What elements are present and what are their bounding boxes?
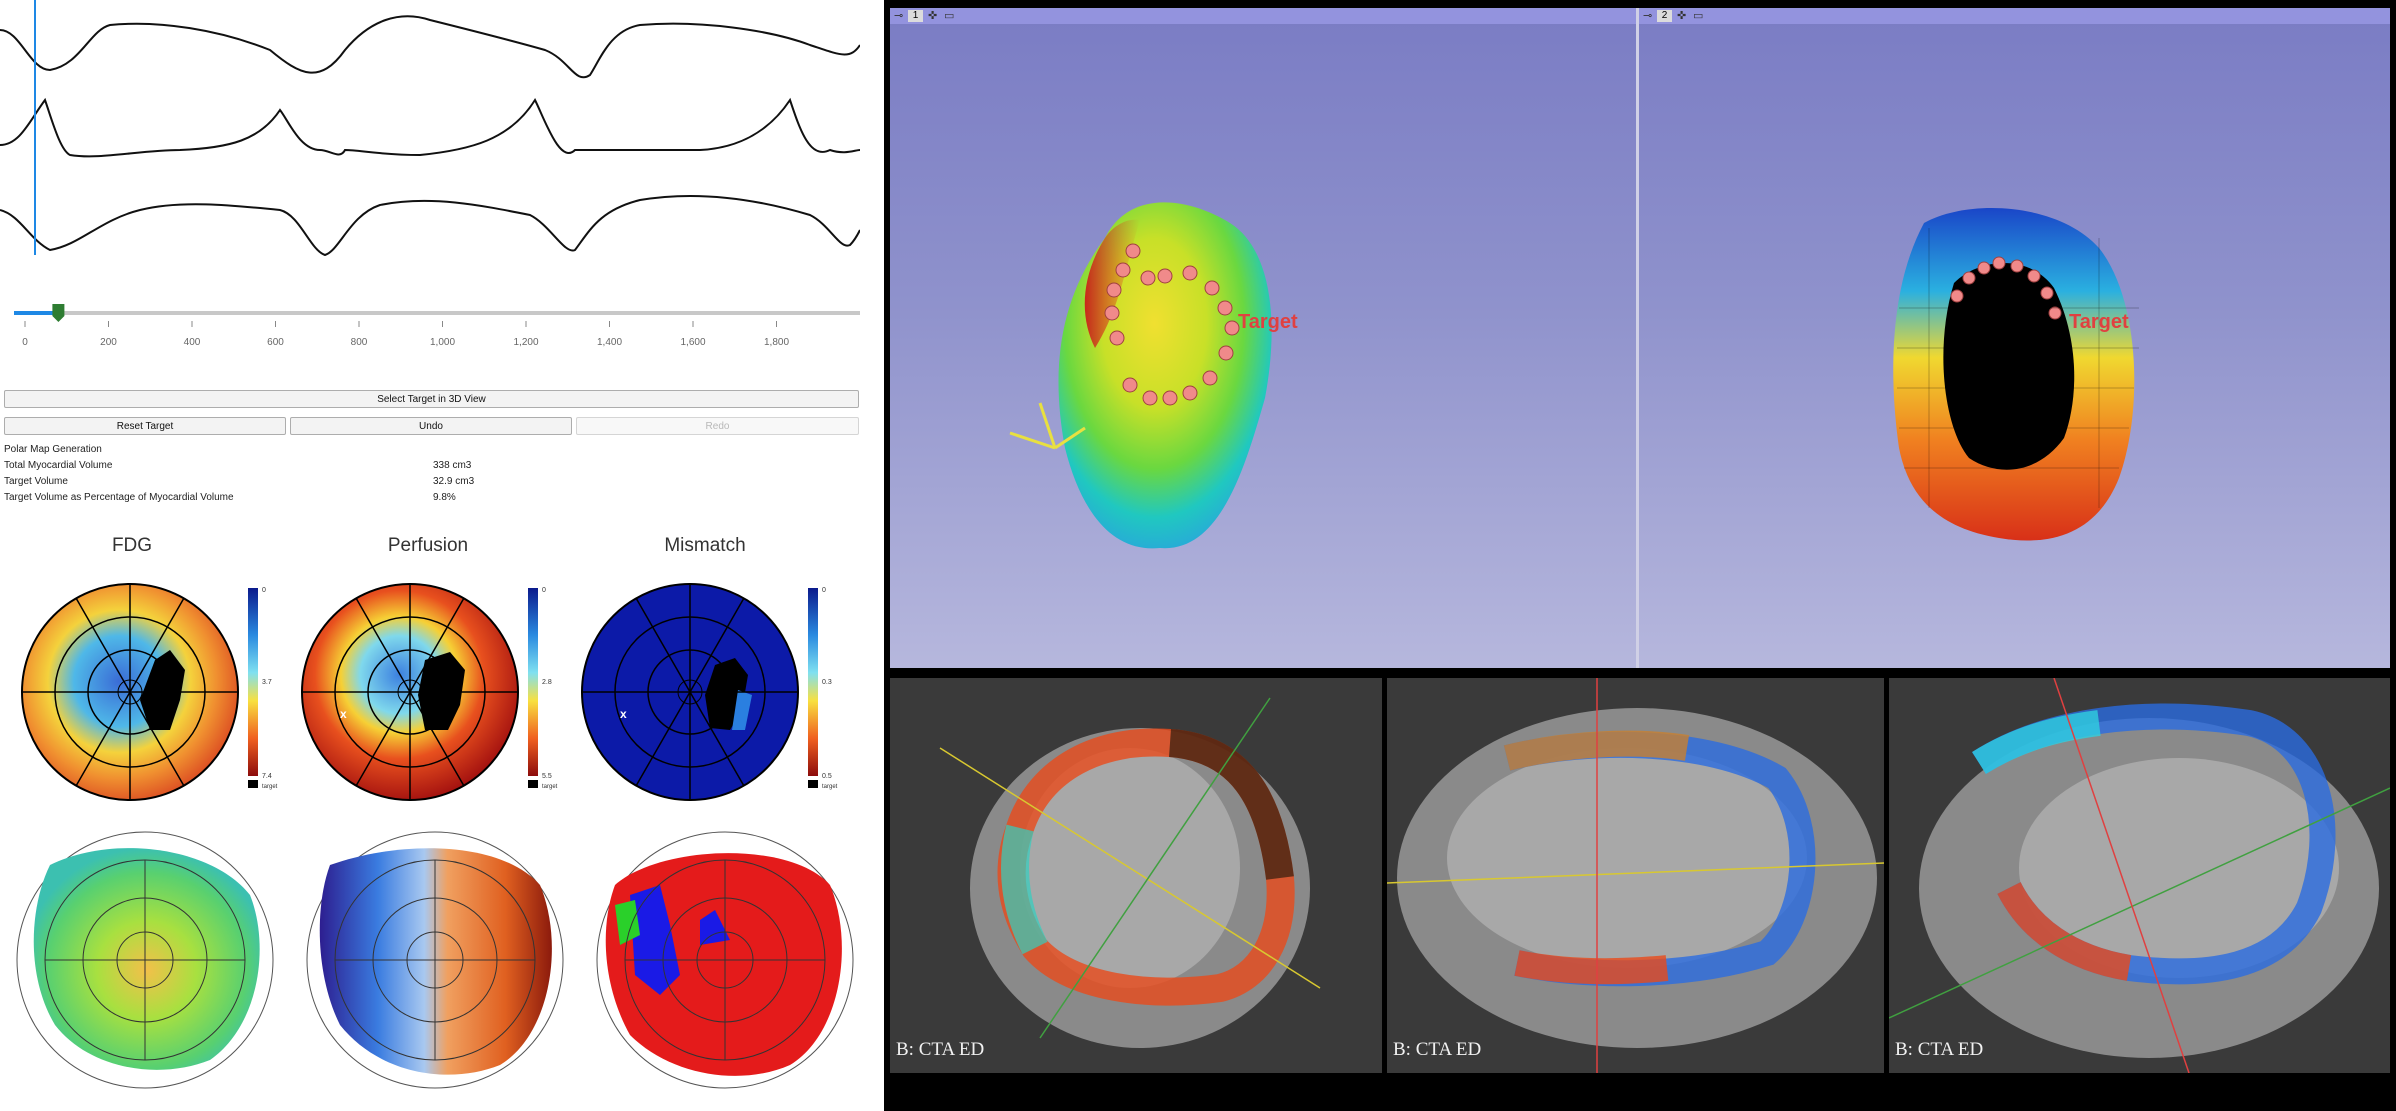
fdg-scale-max: 7.4	[262, 773, 272, 780]
mismatch-scatter-polar-map	[596, 831, 854, 1089]
ct-view-short-axis[interactable]: B: CTA ED	[890, 678, 1382, 1073]
fdg-scale-mid: 3.7	[262, 679, 272, 686]
slider-tick-label: 0	[22, 337, 28, 348]
pin-icon[interactable]: ⊸	[894, 10, 904, 22]
timeline-track[interactable]: 0 200 400 600 800 1,000 1,200 1,400 1,600 1,800	[0, 290, 872, 360]
ct-image-1	[890, 678, 1382, 1073]
perfusion-legend-target: target	[542, 784, 558, 790]
svg-text:x: x	[340, 707, 347, 721]
info-value-percentage: 9.8%	[433, 492, 456, 503]
fdg-legend-target: target	[262, 784, 278, 790]
slider-tick-label: 1,400	[597, 337, 622, 348]
perfusion-scale-bar	[528, 588, 538, 776]
perfusion-title: Perfusion	[387, 535, 469, 556]
mismatch-scale-bar	[808, 588, 818, 776]
maximize-icon[interactable]: ▭	[944, 10, 955, 22]
target-label-1: Target	[1238, 311, 1298, 333]
slider-tick-label: 800	[351, 337, 368, 348]
perfusion-scatter-polar-map	[306, 831, 564, 1089]
ct-label-3: B: CTA ED	[1895, 1039, 1984, 1060]
select-target-button[interactable]: Select Target in 3D View	[4, 390, 859, 408]
perfusion-scale-max: 5.5	[542, 773, 552, 780]
reset-target-button[interactable]: Reset Target	[4, 417, 286, 435]
3d-view-2[interactable]: ⊸ 2 ✜ ▭	[1639, 8, 2390, 668]
ct-label-2: B: CTA ED	[1393, 1039, 1482, 1060]
mismatch-polar-map: x 0 0.3 0.5 target	[581, 583, 838, 801]
info-value-total: 338 cm3	[433, 460, 472, 471]
timeline-slider[interactable]: 0 200 400 600 800 1,000 1,200 1,400 1,600 1,800	[0, 290, 872, 360]
perfusion-polar-map: x 0 2.8 5.5 target	[301, 583, 558, 801]
mismatch-scale-max: 0.5	[822, 773, 832, 780]
view-1-number: 1	[908, 10, 923, 22]
mismatch-scale-min: 0	[822, 587, 826, 594]
3d-view-1[interactable]: ⊸ 1 ✜ ▭	[890, 8, 1636, 668]
mismatch-legend-target: target	[822, 784, 838, 790]
view-divider[interactable]	[1636, 8, 1639, 668]
slider-tick-label: 1,800	[764, 337, 789, 348]
fdg-scatter-polar-map	[16, 831, 274, 1089]
section-title: Polar Map Generation	[4, 444, 102, 455]
waveform-trace-2	[0, 97, 860, 158]
ct-image-3	[1889, 678, 2390, 1073]
redo-button: Redo	[576, 417, 859, 435]
undo-button[interactable]: Undo	[290, 417, 572, 435]
fdg-title: FDG	[111, 535, 153, 556]
crosshair-icon[interactable]: ✜	[928, 10, 938, 22]
slider-tick-label: 1,200	[513, 337, 538, 348]
maximize-icon[interactable]: ▭	[1693, 10, 1704, 22]
slider-tick-label: 400	[184, 337, 201, 348]
waveform-trace-3	[0, 194, 860, 257]
info-label-percentage: Target Volume as Percentage of Myocardia…	[4, 492, 234, 503]
crosshair-icon[interactable]: ✜	[1677, 10, 1687, 22]
perfusion-scale-mid: 2.8	[542, 679, 552, 686]
ct-view-long-axis-2[interactable]: B: CTA ED	[1889, 678, 2390, 1073]
pin-icon[interactable]: ⊸	[1643, 10, 1653, 22]
waveform-plot	[0, 0, 860, 257]
left-control-panel: 0 200 400 600 800 1,000 1,200 1,400 1,600 1,800 S…	[0, 0, 872, 1111]
heart-mesh-render: Target	[1893, 208, 2139, 541]
waveform-trace-1	[0, 15, 860, 79]
mismatch-scale-mid: 0.3	[822, 679, 832, 686]
ct-image-2	[1387, 678, 1884, 1073]
slider-tick-label: 600	[267, 337, 284, 348]
info-label-total: Total Myocardial Volume	[4, 460, 113, 471]
fdg-scale-min: 0	[262, 587, 266, 594]
svg-text:x: x	[620, 707, 627, 721]
slider-tick-label: 1,000	[430, 337, 455, 348]
info-value-target: 32.9 cm3	[433, 476, 475, 487]
slider-tick-label: 1,600	[680, 337, 705, 348]
ct-label-1: B: CTA ED	[896, 1039, 985, 1060]
fdg-scale-bar	[248, 588, 258, 776]
fdg-polar-map: 0 3.7 7.4 target	[21, 583, 278, 801]
slider-handle[interactable]	[52, 304, 65, 322]
ct-view-long-axis-1[interactable]: B: CTA ED	[1387, 678, 1884, 1073]
mismatch-title: Mismatch	[664, 535, 746, 556]
view-2-toolbar	[1639, 8, 2390, 24]
info-label-target: Target Volume	[4, 476, 68, 487]
heart-surface-render: Target	[1009, 202, 1298, 549]
3d-views: ⊸ 1 ✜ ▭	[890, 8, 2390, 668]
slider-tick-label: 200	[100, 337, 117, 348]
view-2-number: 2	[1657, 10, 1672, 22]
target-label-2: Target	[2069, 311, 2129, 333]
view-1-toolbar	[890, 8, 1636, 24]
perfusion-scale-min: 0	[542, 587, 546, 594]
ct-slice-row: B: CTA ED B: CTA ED B: CTA ED	[890, 678, 2390, 1073]
